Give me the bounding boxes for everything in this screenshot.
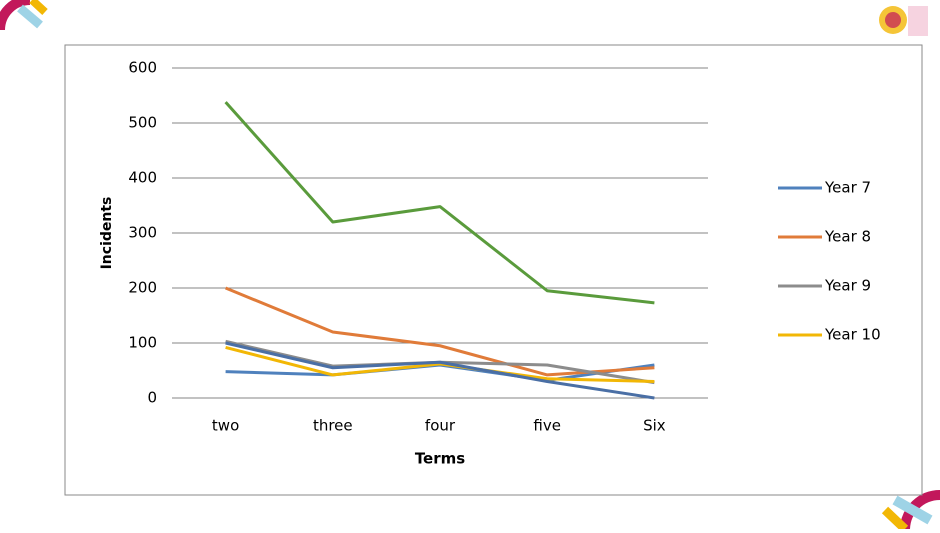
y-tick-label: 200 [128, 279, 157, 297]
chart-frame [64, 44, 923, 496]
series-line [225, 341, 655, 400]
y-tick-label: 500 [128, 114, 157, 132]
x-axis-title: Terms [415, 450, 465, 468]
x-tick-label: three [313, 417, 353, 435]
legend-label: Year 9 [824, 277, 871, 295]
y-tick-label: 0 [147, 389, 157, 407]
series-line [224, 101, 655, 305]
legend-label: Year 7 [824, 179, 871, 197]
y-tick-label: 100 [128, 334, 157, 352]
series-line [225, 345, 655, 383]
x-tick-label: five [533, 417, 561, 435]
y-axis-title: Incidents [99, 197, 115, 270]
x-tick-label: four [425, 417, 456, 435]
y-tick-label: 600 [128, 59, 157, 77]
x-tick-label: two [212, 417, 239, 435]
x-tick-label: Six [643, 417, 666, 435]
series-line [225, 286, 655, 377]
y-tick-label: 400 [128, 169, 157, 187]
legend-label: Year 8 [824, 228, 871, 246]
y-tick-label: 300 [128, 224, 157, 242]
legend-label: Year 10 [824, 326, 881, 344]
